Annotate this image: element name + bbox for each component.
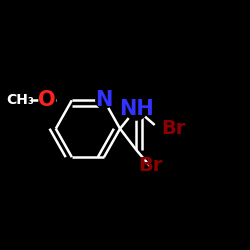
Circle shape — [39, 92, 55, 108]
Text: Br: Br — [161, 119, 185, 138]
Text: Br: Br — [138, 156, 163, 175]
Text: N: N — [95, 90, 113, 110]
Circle shape — [96, 92, 112, 108]
Circle shape — [125, 98, 147, 120]
Text: CH₃: CH₃ — [6, 93, 34, 107]
Text: O: O — [38, 90, 56, 110]
Text: NH: NH — [119, 99, 154, 119]
